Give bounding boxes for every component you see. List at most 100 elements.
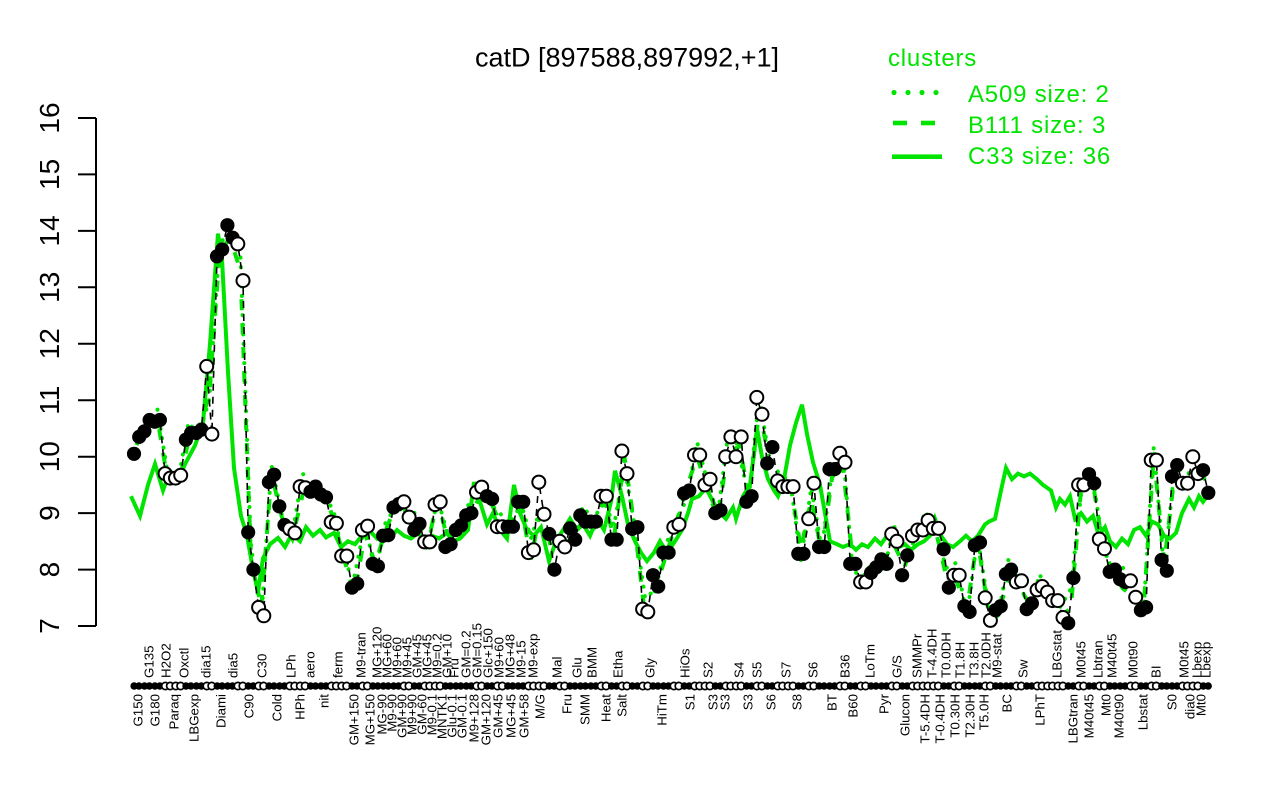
- svg-text:GM-0.1: GM-0.1: [455, 694, 470, 738]
- svg-text:Paraq: Paraq: [167, 694, 182, 729]
- svg-text:C33 size: 36: C33 size: 36: [968, 143, 1111, 170]
- svg-text:T-0.4DH: T-0.4DH: [933, 694, 948, 744]
- svg-text:dia0: dia0: [1183, 694, 1198, 719]
- svg-text:ferm: ferm: [331, 651, 346, 678]
- svg-text:GM+10: GM+10: [440, 634, 455, 678]
- svg-text:MG+60: MG+60: [380, 634, 395, 678]
- svg-text:Glucon: Glucon: [898, 694, 913, 736]
- svg-text:Lbstat: Lbstat: [1136, 694, 1151, 731]
- svg-text:15: 15: [34, 159, 65, 190]
- svg-text:Mal: Mal: [550, 657, 565, 678]
- svg-text:T5.0H: T5.0H: [977, 694, 992, 730]
- svg-text:GM+120: GM+120: [479, 694, 494, 745]
- svg-text:M9+60: M9+60: [390, 637, 405, 678]
- svg-text:Heat: Heat: [599, 694, 614, 722]
- svg-text:T2.30H: T2.30H: [963, 694, 978, 738]
- svg-text:B36: B36: [838, 654, 853, 678]
- svg-text:T-5.4DH: T-5.4DH: [918, 694, 933, 744]
- svg-text:GM+45: GM+45: [410, 634, 425, 678]
- svg-text:G180: G180: [148, 694, 163, 727]
- svg-text:clusters: clusters: [888, 45, 977, 72]
- svg-text:M9+60: M9+60: [492, 637, 507, 678]
- svg-text:Cold: Cold: [270, 694, 285, 721]
- svg-text:S5: S5: [750, 662, 765, 678]
- svg-text:Gly: Gly: [643, 658, 658, 678]
- svg-text:SMM: SMM: [578, 694, 593, 725]
- svg-text:Etha: Etha: [611, 650, 626, 678]
- svg-text:T0.30H: T0.30H: [948, 694, 963, 738]
- svg-text:HPh: HPh: [293, 694, 308, 720]
- svg-text:S7: S7: [779, 662, 794, 678]
- svg-text:M9-15: M9-15: [514, 640, 529, 678]
- svg-text:MG+48: MG+48: [503, 634, 518, 678]
- svg-text:T2.0DH: T2.0DH: [979, 632, 994, 678]
- svg-text:dia5: dia5: [226, 653, 241, 678]
- svg-text:M9-stat: M9-stat: [990, 633, 1005, 678]
- svg-text:M40t45: M40t45: [1082, 694, 1097, 738]
- svg-text:M0t45: M0t45: [1177, 641, 1192, 678]
- svg-text:Lbexp: Lbexp: [1199, 642, 1214, 678]
- svg-text:M9=0.2: M9=0.2: [430, 633, 445, 678]
- svg-text:MNTK1: MNTK1: [435, 694, 450, 739]
- svg-text:HiOs: HiOs: [678, 648, 693, 678]
- svg-text:Lbexp: Lbexp: [1190, 642, 1205, 678]
- svg-text:7: 7: [34, 618, 65, 634]
- svg-text:M40t90: M40t90: [1112, 694, 1127, 738]
- svg-text:T1.8H: T1.8H: [953, 642, 968, 678]
- svg-text:MG+45: MG+45: [504, 694, 519, 738]
- svg-text:13: 13: [34, 272, 65, 303]
- svg-text:Lbtran: Lbtran: [1091, 640, 1106, 678]
- svg-text:B111 size: 3: B111 size: 3: [968, 112, 1106, 139]
- svg-text:MG-90: MG-90: [375, 694, 390, 735]
- svg-text:LoTm: LoTm: [863, 644, 878, 678]
- svg-text:S2: S2: [701, 662, 716, 678]
- svg-text:M0t45: M0t45: [1074, 641, 1089, 678]
- svg-text:Salt: Salt: [615, 694, 630, 717]
- svg-text:GM=0.2: GM=0.2: [459, 630, 474, 678]
- svg-text:MG+45: MG+45: [420, 634, 435, 678]
- svg-text:G150: G150: [131, 694, 146, 727]
- svg-text:M9-tran: M9-tran: [354, 632, 369, 678]
- svg-text:LPhT: LPhT: [1033, 694, 1048, 726]
- svg-text:M9-0.1: M9-0.1: [425, 694, 440, 735]
- svg-text:BT: BT: [825, 694, 840, 711]
- svg-text:S1: S1: [683, 694, 698, 710]
- svg-text:catD [897588,897992,+1]: catD [897588,897992,+1]: [475, 43, 779, 73]
- svg-text:B60: B60: [846, 694, 861, 718]
- svg-text:T0.0DH: T0.0DH: [939, 632, 954, 678]
- svg-text:M9+128: M9+128: [467, 694, 482, 742]
- svg-text:HiTm: HiTm: [655, 694, 670, 726]
- svg-text:T3.8H: T3.8H: [967, 642, 982, 678]
- svg-text:M9-90: M9-90: [385, 694, 400, 732]
- svg-text:C30: C30: [255, 654, 270, 678]
- svg-text:BI: BI: [1149, 665, 1164, 678]
- svg-text:S3: S3: [718, 694, 733, 710]
- svg-text:Glc+150: Glc+150: [481, 628, 496, 678]
- svg-text:MG+120: MG+120: [370, 627, 385, 678]
- svg-text:Glu-0.1: Glu-0.1: [445, 694, 460, 738]
- svg-text:G/S: G/S: [890, 655, 905, 678]
- svg-text:M9-exp: M9-exp: [526, 634, 541, 678]
- svg-text:nit: nit: [317, 694, 332, 708]
- svg-text:aero: aero: [303, 651, 318, 678]
- svg-text:GM+58: GM+58: [517, 694, 532, 738]
- svg-text:S6: S6: [764, 694, 779, 710]
- svg-text:14: 14: [34, 215, 65, 246]
- svg-text:11: 11: [34, 386, 65, 415]
- svg-text:LPh: LPh: [284, 654, 299, 678]
- svg-text:S0: S0: [1165, 694, 1180, 710]
- svg-text:M40t45: M40t45: [1105, 634, 1120, 678]
- svg-text:dia15: dia15: [199, 645, 214, 678]
- svg-text:S4: S4: [732, 662, 747, 678]
- svg-text:GM+90: GM+90: [395, 694, 410, 738]
- svg-text:S3: S3: [741, 694, 756, 710]
- svg-text:16: 16: [34, 102, 65, 133]
- svg-text:GM+150: GM+150: [347, 694, 362, 745]
- svg-text:S6: S6: [806, 662, 821, 678]
- svg-text:T-4.4DH: T-4.4DH: [925, 628, 940, 678]
- svg-text:M9+90: M9+90: [405, 694, 420, 735]
- svg-text:Sw: Sw: [1016, 659, 1031, 678]
- svg-text:GM-60: GM-60: [415, 694, 430, 735]
- svg-text:Mt0: Mt0: [1194, 694, 1209, 716]
- svg-text:M9+45: M9+45: [400, 637, 415, 678]
